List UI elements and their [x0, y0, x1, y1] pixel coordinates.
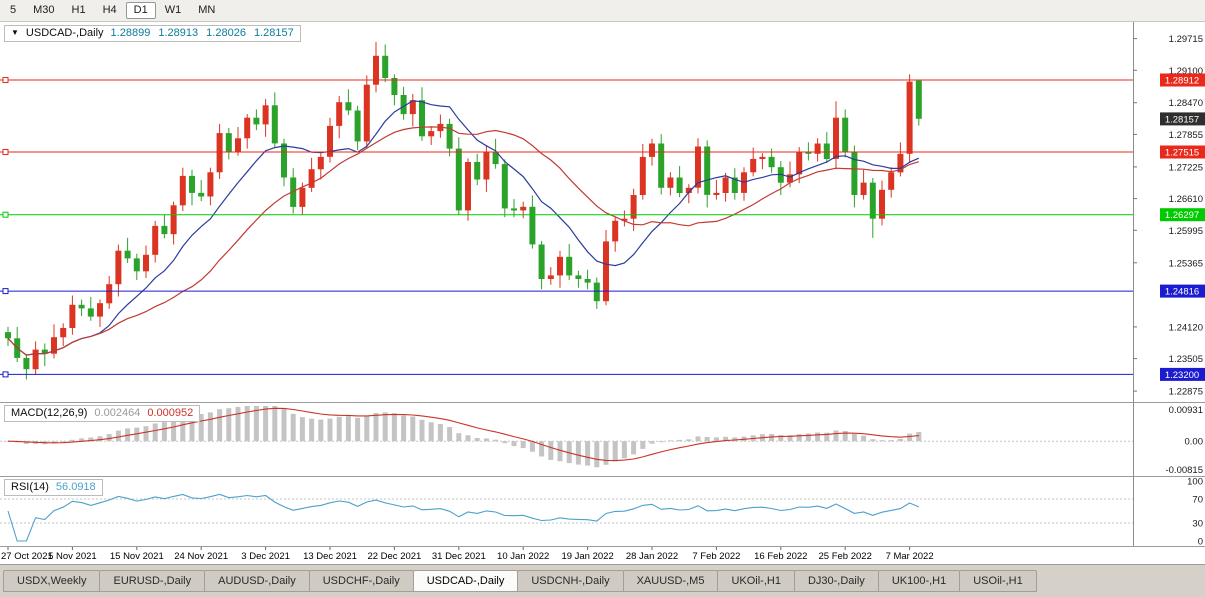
svg-text:1.28470: 1.28470	[1169, 98, 1203, 109]
svg-text:-0.00815: -0.00815	[1165, 465, 1203, 476]
timeframe-button-h4[interactable]: H4	[102, 4, 117, 16]
chart-title: ▼ USDCAD-,Daily 1.28899 1.28913 1.28026 …	[4, 25, 301, 42]
rsi-label: RSI(14)	[11, 481, 49, 493]
svg-text:31 Dec 2021: 31 Dec 2021	[432, 551, 486, 562]
macd-panel: 0.00931 0.00 -0.00815 MACD(12,26,9) 0.0024…	[0, 402, 1205, 476]
timeframe-button-d1[interactable]: D1	[125, 2, 156, 19]
svg-text:19 Jan 2022: 19 Jan 2022	[561, 551, 613, 562]
svg-text:100: 100	[1187, 477, 1203, 488]
timeframe-button-m30[interactable]: M30	[33, 4, 55, 16]
macd-header: MACD(12,26,9) 0.002464 0.000952	[4, 405, 201, 422]
timeframe-button-5[interactable]: 5	[10, 4, 17, 16]
svg-text:1.23200: 1.23200	[1165, 370, 1199, 381]
symbol-tab-usdcad-daily[interactable]: USDCAD-,Daily	[412, 570, 519, 592]
symbol-tab-xauusd-m5[interactable]: XAUUSD-,M5	[622, 570, 719, 592]
svg-text:1.26610: 1.26610	[1169, 194, 1203, 205]
svg-text:7 Feb 2022: 7 Feb 2022	[692, 551, 740, 562]
price-axis-labels[interactable]: 1.29715 1.29100 1.28470 1.27855 1.27225 1.266…	[1133, 34, 1203, 398]
price-tag-1.27515: 1.27515	[1160, 145, 1205, 159]
svg-text:30: 30	[1192, 519, 1203, 530]
price-tag-1.26297: 1.26297	[1160, 208, 1205, 222]
timeframe-button-w1[interactable]: W1	[164, 4, 182, 16]
macd-main-value: 0.002464	[94, 407, 141, 419]
macd-signal-line	[7, 407, 919, 462]
svg-text:1.23505: 1.23505	[1169, 354, 1203, 365]
date-axis: 27 Oct 2021 5 Nov 2021 15 Nov 2021 24 Nov 2…	[0, 546, 1205, 564]
svg-text:0.00931: 0.00931	[1169, 405, 1203, 416]
svg-text:1.27225: 1.27225	[1169, 162, 1203, 173]
macd-histogram	[5, 406, 922, 468]
macd-signal-value: 0.000952	[147, 407, 194, 419]
svg-text:7 Mar 2022: 7 Mar 2022	[886, 551, 934, 562]
svg-text:28 Jan 2022: 28 Jan 2022	[626, 551, 678, 562]
svg-text:1.27515: 1.27515	[1165, 148, 1199, 159]
svg-text:3 Dec 2021: 3 Dec 2021	[241, 551, 290, 562]
svg-text:27 Oct 2021: 27 Oct 2021	[1, 551, 53, 562]
rsi-canvas[interactable]: 100 70 30 0	[0, 476, 1205, 546]
svg-text:1.29715: 1.29715	[1169, 34, 1203, 45]
symbol-dropdown-icon[interactable]: ▼	[11, 28, 19, 37]
svg-text:1.26297: 1.26297	[1165, 210, 1199, 221]
svg-text:1.28912: 1.28912	[1165, 76, 1199, 87]
svg-text:13 Dec 2021: 13 Dec 2021	[303, 551, 357, 562]
timeframe-button-mn[interactable]: MN	[198, 4, 216, 16]
rsi-panel: 100 70 30 0 RSI(14) 56.0918	[0, 476, 1205, 546]
svg-text:15 Nov 2021: 15 Nov 2021	[110, 551, 164, 562]
rsi-line	[7, 493, 920, 542]
current-price-tag: 1.28157	[1160, 112, 1205, 126]
macd-canvas[interactable]: 0.00931 0.00 -0.00815	[0, 402, 1205, 476]
timeframe-button-h1[interactable]: H1	[71, 4, 86, 16]
svg-text:1.22875: 1.22875	[1169, 387, 1203, 398]
symbol-tab-ukoil-h1[interactable]: UKOil-,H1	[717, 570, 795, 592]
chart-symbol-label: USDCAD-,Daily	[25, 27, 104, 39]
main-chart-panel: 1.29715 1.29100 1.28470 1.27855 1.27225 1.266…	[0, 22, 1205, 402]
symbol-tab-dj30-daily[interactable]: DJ30-,Daily	[793, 570, 879, 592]
symbol-tab-usoil-h1[interactable]: USOil-,H1	[959, 570, 1037, 592]
svg-text:1.28157: 1.28157	[1165, 114, 1199, 125]
price-tag-1.24816: 1.24816	[1160, 284, 1205, 298]
symbol-tab-uk100-h1[interactable]: UK100-,H1	[877, 570, 961, 592]
svg-text:1.24120: 1.24120	[1169, 322, 1203, 333]
svg-text:22 Dec 2021: 22 Dec 2021	[367, 551, 421, 562]
main-chart-canvas[interactable]: 1.29715 1.29100 1.28470 1.27855 1.27225 1.266…	[0, 22, 1205, 402]
svg-text:16 Feb 2022: 16 Feb 2022	[754, 551, 807, 562]
ma-sma-21	[7, 126, 919, 356]
symbol-tabbar: USDX,Weekly EURUSD-,Daily AUDUSD-,Daily USD…	[0, 564, 1205, 597]
svg-text:25 Feb 2022: 25 Feb 2022	[819, 551, 872, 562]
svg-text:70: 70	[1192, 495, 1203, 506]
macd-label: MACD(12,26,9)	[11, 407, 88, 419]
svg-text:0: 0	[1198, 537, 1203, 547]
ma-sma-10	[7, 100, 920, 356]
svg-text:1.25995: 1.25995	[1169, 226, 1203, 237]
symbol-tab-usdx-weekly[interactable]: USDX,Weekly	[3, 570, 101, 592]
svg-text:1.29100: 1.29100	[1169, 66, 1203, 77]
timeframe-toolbar: 5 M30 H1 H4 D1 W1 MN	[0, 0, 1205, 22]
svg-text:0.00: 0.00	[1185, 437, 1204, 448]
svg-text:5 Nov 2021: 5 Nov 2021	[48, 551, 97, 562]
svg-text:1.25365: 1.25365	[1169, 258, 1203, 269]
symbol-tab-usdcnh-daily[interactable]: USDCNH-,Daily	[517, 570, 624, 592]
candles	[5, 41, 922, 380]
symbol-tab-eurusd-daily[interactable]: EURUSD-,Daily	[99, 570, 206, 592]
symbol-tab-audusd-daily[interactable]: AUDUSD-,Daily	[204, 570, 310, 592]
price-tag-1.28912: 1.28912	[1160, 73, 1205, 87]
rsi-header: RSI(14) 56.0918	[4, 479, 103, 496]
chart-ohlc-values: 1.28899 1.28913 1.28026 1.28157	[110, 27, 294, 39]
svg-text:24 Nov 2021: 24 Nov 2021	[174, 551, 228, 562]
svg-text:1.27855: 1.27855	[1169, 130, 1203, 141]
price-tag-1.23200: 1.23200	[1160, 367, 1205, 381]
symbol-tab-usdchf-daily[interactable]: USDCHF-,Daily	[308, 570, 414, 592]
svg-text:10 Jan 2022: 10 Jan 2022	[497, 551, 549, 562]
svg-text:1.24816: 1.24816	[1165, 287, 1199, 298]
rsi-value: 56.0918	[55, 481, 96, 493]
